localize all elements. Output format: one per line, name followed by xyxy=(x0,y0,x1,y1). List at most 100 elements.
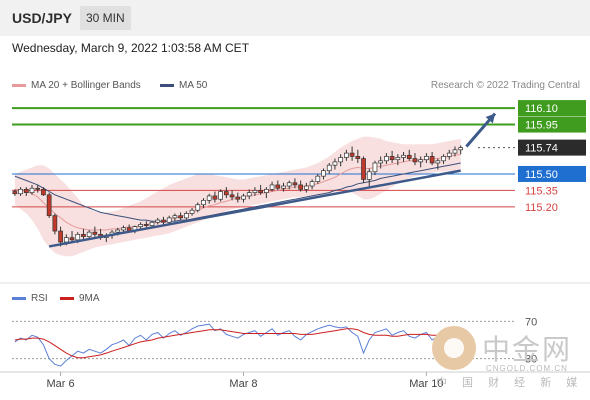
currency-pair-title: USD/JPY xyxy=(12,10,72,26)
candle-up xyxy=(418,159,424,163)
candle-up xyxy=(195,204,201,211)
legend-swatch-ma50 xyxy=(160,83,174,87)
candle-up xyxy=(183,213,189,219)
candle-up xyxy=(63,237,69,243)
watermark-url: CNGOLD.COM.CN xyxy=(486,364,568,373)
candle-up xyxy=(149,221,155,226)
candle-up xyxy=(75,234,81,241)
candle-up xyxy=(281,185,286,189)
rsi-line xyxy=(14,323,461,367)
candle-up xyxy=(309,181,315,187)
level-label-current: 115.74 xyxy=(525,143,558,155)
candle-up xyxy=(321,170,326,177)
legend-item-ma20: MA 20 + Bollinger Bands xyxy=(12,80,141,91)
legend-label-rsi-ma: 9MA xyxy=(79,293,100,304)
candle-up xyxy=(458,147,464,151)
candle-up xyxy=(452,149,458,154)
watermark: 中金网 CNGOLD.COM.CN 中 国 财 经 新 媒 体 xyxy=(432,326,590,389)
candle-down xyxy=(35,187,41,190)
candle-up xyxy=(138,224,143,228)
candle-up xyxy=(172,215,178,219)
candle-down xyxy=(223,191,229,196)
level-tag-resistance xyxy=(518,100,586,117)
timeframe-button[interactable]: 30 MIN xyxy=(80,6,131,30)
candle-up xyxy=(86,231,92,237)
candle-down xyxy=(406,154,412,159)
candle-up xyxy=(366,171,372,180)
watermark-tagline: 中 国 财 经 新 媒 体 xyxy=(436,377,590,389)
legend-item-rsi: RSI xyxy=(12,293,48,304)
candle-down xyxy=(178,215,183,219)
x-tick-label: Mar 8 xyxy=(229,378,257,390)
candle-down xyxy=(361,158,366,180)
candle-up xyxy=(18,188,23,195)
candles-group xyxy=(12,145,464,247)
level-label-resistance: 115.95 xyxy=(525,120,558,132)
rsi-level-label: 70 xyxy=(525,316,537,328)
x-tick-label: Mar 10 xyxy=(409,378,443,390)
header-bar: USD/JPY 30 MIN xyxy=(0,0,590,36)
candle-up xyxy=(344,152,349,158)
candle-down xyxy=(12,191,18,195)
candle-up xyxy=(246,192,252,197)
legend-item-ma50: MA 50 xyxy=(160,80,207,91)
chart-timestamp: Wednesday, March 9, 2022 1:03:58 AM CET xyxy=(12,41,250,55)
candle-down xyxy=(429,156,435,164)
legend-swatch-rsi-ma xyxy=(60,296,74,300)
candle-up xyxy=(121,227,126,231)
level-label-support: 115.35 xyxy=(525,185,558,197)
candle-down xyxy=(46,194,52,217)
legend-label-rsi: RSI xyxy=(31,293,48,304)
candle-up xyxy=(189,209,195,214)
candle-down xyxy=(292,182,298,186)
candle-up xyxy=(338,157,344,163)
cngold-logo-icon xyxy=(432,326,476,370)
legend-swatch-rsi xyxy=(12,296,26,300)
candle-up xyxy=(315,175,321,182)
candle-down xyxy=(235,196,241,200)
trendline xyxy=(48,169,461,248)
candle-down xyxy=(92,231,98,235)
candle-down xyxy=(212,195,218,200)
candle-up xyxy=(269,184,275,190)
candle-up xyxy=(304,185,309,190)
candle-down xyxy=(58,230,63,243)
level-tag-pivot xyxy=(518,165,586,182)
candle-down xyxy=(69,237,75,241)
legend-item-rsi-ma: 9MA xyxy=(60,293,100,304)
candle-up xyxy=(384,156,389,162)
candle-down xyxy=(143,224,149,226)
candle-down xyxy=(355,156,361,159)
level-tag-current xyxy=(518,139,586,156)
ma50-line xyxy=(14,162,461,222)
candle-up xyxy=(241,195,246,200)
legend-swatch-ma20 xyxy=(12,83,26,87)
candle-up xyxy=(115,229,121,233)
candle-up xyxy=(378,160,384,164)
candle-down xyxy=(298,184,304,190)
research-credit: Research © 2022 Trading Central xyxy=(430,80,580,91)
candle-up xyxy=(435,160,441,164)
level-label-pivot: 115.50 xyxy=(525,169,558,181)
candle-down xyxy=(275,184,281,189)
candle-up xyxy=(166,217,172,223)
forecast-arrow-head xyxy=(485,113,495,124)
candle-up xyxy=(372,162,378,173)
candle-up xyxy=(155,219,161,223)
candle-up xyxy=(201,199,206,206)
rsi-level-label: 30 xyxy=(525,354,537,366)
candle-down xyxy=(23,188,29,193)
candle-down xyxy=(81,234,86,237)
legend-label-ma20: MA 20 + Bollinger Bands xyxy=(31,80,141,91)
level-label-resistance: 116.10 xyxy=(525,103,558,115)
candle-up xyxy=(218,191,223,200)
candle-down xyxy=(258,190,263,193)
watermark-brand: 中金网 xyxy=(482,334,573,365)
candle-up xyxy=(286,182,292,187)
candle-down xyxy=(349,152,355,157)
candle-up xyxy=(446,152,452,157)
candle-down xyxy=(229,194,235,198)
x-tick-label: Mar 6 xyxy=(47,378,75,390)
level-tag-resistance xyxy=(518,116,586,133)
